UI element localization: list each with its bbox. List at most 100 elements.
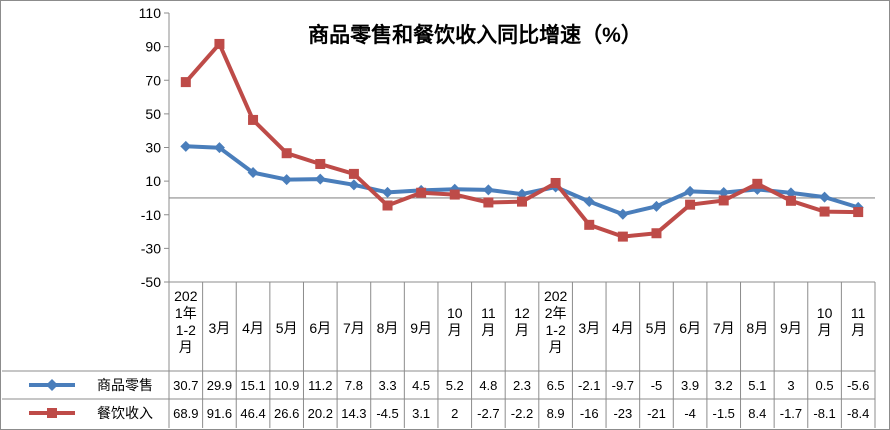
data-label: 46.4 <box>240 406 265 421</box>
y-tick-label: 50 <box>145 106 161 122</box>
data-label: 3 <box>787 378 794 393</box>
data-point-marker <box>650 200 662 212</box>
data-label: -2.7 <box>477 406 499 421</box>
y-tick-label: -30 <box>141 240 161 256</box>
y-tick-label: -50 <box>141 274 161 290</box>
x-category-label: 4月 <box>242 320 264 336</box>
data-point-marker <box>819 206 830 217</box>
data-label: 7.8 <box>345 378 363 393</box>
data-label: 26.6 <box>274 406 299 421</box>
data-point-marker <box>482 184 494 196</box>
data-point-marker <box>483 197 494 208</box>
data-point-marker <box>583 195 595 207</box>
legend-label: 商品零售 <box>97 377 153 393</box>
data-point-marker <box>281 174 293 186</box>
x-category-label: 1-2 <box>546 322 566 338</box>
data-point-marker <box>314 173 326 185</box>
data-label: 30.7 <box>173 378 198 393</box>
data-label: -1.5 <box>713 406 735 421</box>
data-label: 91.6 <box>207 406 232 421</box>
data-point-marker <box>617 208 629 220</box>
x-category-label: 5月 <box>276 320 298 336</box>
data-point-marker <box>651 228 662 239</box>
data-point-marker <box>853 207 864 218</box>
data-label: 3.9 <box>681 378 699 393</box>
data-point-marker <box>248 114 259 125</box>
y-tick-label: -10 <box>141 207 161 223</box>
data-point-marker <box>684 185 696 197</box>
data-label: 10.9 <box>274 378 299 393</box>
data-label: -2.2 <box>511 406 533 421</box>
data-point-marker <box>718 187 730 199</box>
data-label: 8.4 <box>748 406 766 421</box>
data-point-marker <box>785 195 796 206</box>
data-point-marker <box>281 148 292 159</box>
data-label: -16 <box>580 406 599 421</box>
x-category-label: 月 <box>851 322 865 338</box>
data-label: 11.2 <box>308 378 332 393</box>
x-category-label: 3月 <box>578 320 600 336</box>
x-category-label: 202 <box>544 288 568 304</box>
x-category-label: 6月 <box>309 320 331 336</box>
data-label: -5.6 <box>847 378 869 393</box>
legend-label: 餐饮收入 <box>97 405 153 421</box>
x-category-label: 1-2 <box>176 322 196 338</box>
data-label: -21 <box>647 406 666 421</box>
x-category-label: 月 <box>515 322 529 338</box>
data-point-marker <box>180 77 191 88</box>
chart-title: 商品零售和餐饮收入同比增速（%） <box>308 23 642 47</box>
x-category-label: 3月 <box>209 320 231 336</box>
data-point-marker <box>550 177 561 188</box>
data-label: 15.1 <box>240 378 265 393</box>
x-category-label: 8月 <box>746 320 768 336</box>
data-label: -4 <box>684 406 696 421</box>
data-point-marker <box>382 186 394 198</box>
x-category-label: 8月 <box>377 320 399 336</box>
x-category-label: 10 <box>817 305 833 321</box>
y-tick-label: 110 <box>139 5 162 21</box>
x-category-label: 202 <box>174 288 198 304</box>
data-label: 5.2 <box>446 378 464 393</box>
x-category-label: 9月 <box>410 320 432 336</box>
x-category-label: 12 <box>514 305 530 321</box>
x-category-label: 月 <box>818 322 832 338</box>
data-label: 2 <box>451 406 458 421</box>
data-point-marker <box>584 219 595 230</box>
data-label: 4.5 <box>412 378 430 393</box>
data-point-marker <box>348 168 359 179</box>
data-label: 5.1 <box>748 378 766 393</box>
data-label: 20.2 <box>308 406 333 421</box>
data-point-marker <box>315 158 326 169</box>
data-label: -1.7 <box>780 406 802 421</box>
x-category-label: 6月 <box>679 320 701 336</box>
data-label: 3.3 <box>378 378 396 393</box>
data-label: 0.5 <box>816 378 834 393</box>
data-label: -4.5 <box>376 406 398 421</box>
x-category-label: 月 <box>179 339 193 355</box>
data-point-marker <box>247 167 259 179</box>
data-label: -8.4 <box>847 406 869 421</box>
legend-marker <box>46 379 58 391</box>
data-label: -9.7 <box>612 378 634 393</box>
data-point-marker <box>213 142 225 154</box>
data-label: 14.3 <box>341 406 366 421</box>
y-tick-label: 10 <box>145 173 161 189</box>
data-point-marker <box>382 200 393 211</box>
data-point-marker <box>449 189 460 200</box>
data-label: -23 <box>613 406 632 421</box>
data-label: 6.5 <box>547 378 565 393</box>
legend-marker <box>47 408 57 418</box>
x-category-label: 11 <box>851 305 866 321</box>
x-category-label: 月 <box>549 339 563 355</box>
data-label: 3.2 <box>715 378 733 393</box>
data-label: 68.9 <box>173 406 198 421</box>
x-category-label: 7月 <box>343 320 365 336</box>
data-label: 29.9 <box>207 378 232 393</box>
series-line-2 <box>184 41 859 239</box>
x-category-label: 1年 <box>175 305 197 321</box>
y-tick-label: 30 <box>145 140 161 156</box>
data-point-marker <box>180 140 192 152</box>
x-category-label: 月 <box>448 322 462 338</box>
data-point-marker <box>685 199 696 210</box>
